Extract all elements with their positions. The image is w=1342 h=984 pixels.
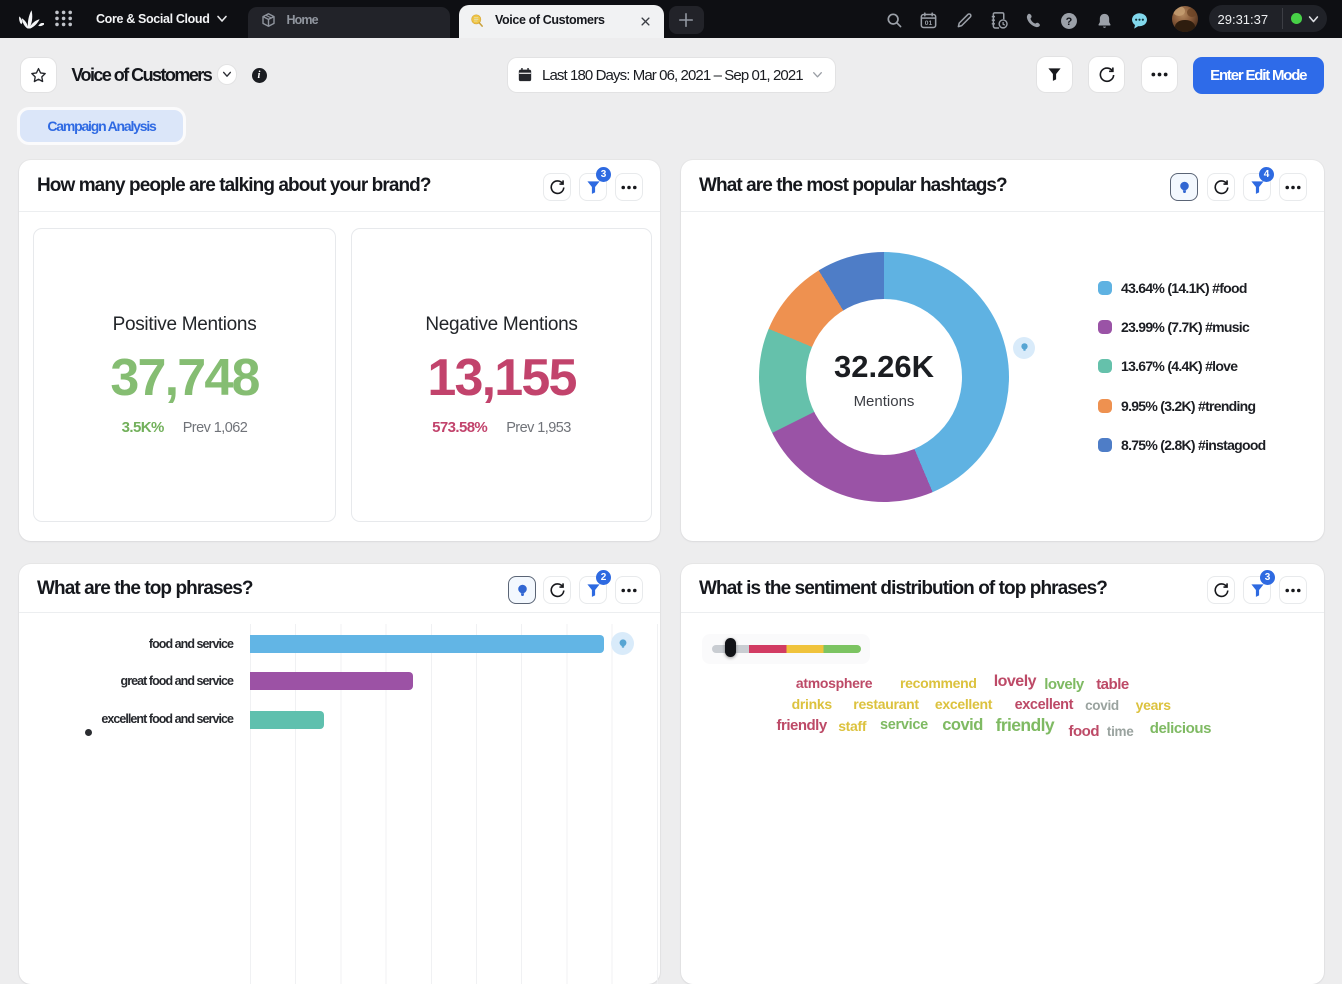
svg-text:?: ? [1066, 16, 1073, 28]
svg-text:01: 01 [925, 20, 933, 27]
